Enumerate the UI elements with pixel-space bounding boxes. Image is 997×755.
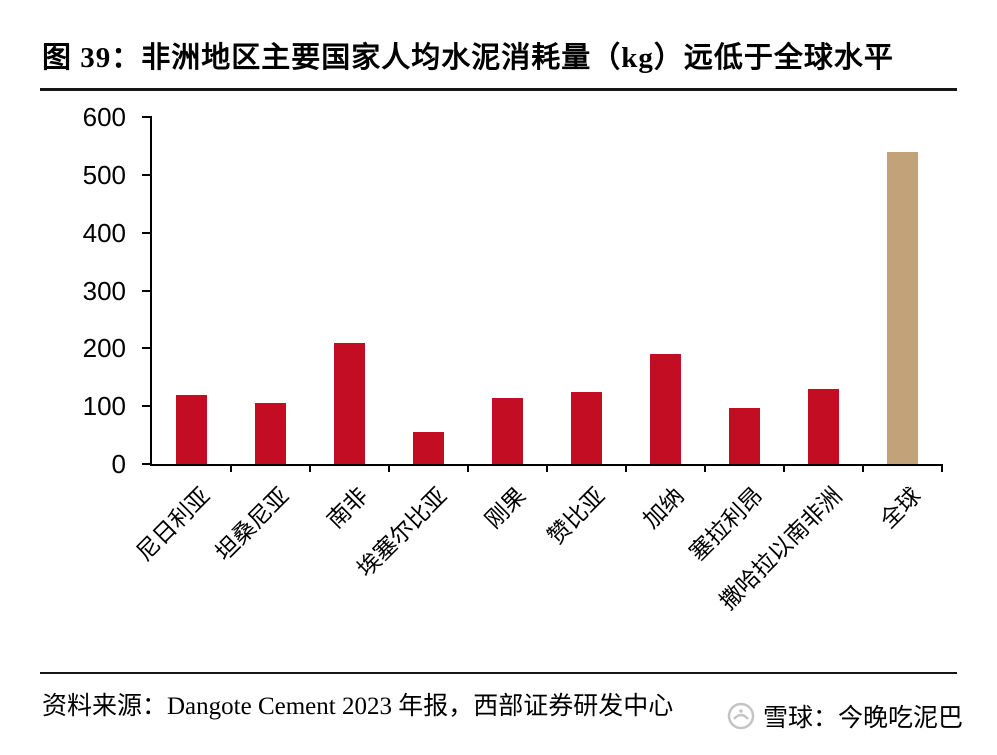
category-slot: 尼日利亚 [131,117,232,566]
x-tick-mark [388,464,390,472]
x-tick-mark [783,464,785,472]
source-divider [40,672,957,674]
y-tick-label: 0 [111,449,126,479]
y-tick-mark [142,116,152,118]
y-tick-label: 600 [82,102,126,132]
x-tick-mark [546,464,548,472]
title-divider [40,88,957,91]
y-tick-mark [142,463,152,465]
x-tick-mark [625,464,627,472]
bar-3 [334,342,365,464]
x-axis-label: 全球 [874,482,926,534]
bar-10 [887,151,918,464]
x-axis-label: 赞比亚 [542,482,610,550]
y-tick-label: 100 [82,391,126,422]
x-tick-mark [230,464,232,472]
category-slot: 塞拉利昂 [684,117,785,566]
watermark: 雪球：今晚吃泥巴 [727,698,963,734]
x-axis-label: 刚果 [479,482,531,534]
x-tick-mark [941,464,943,472]
y-tick-mark [142,173,152,176]
x-axis-label: 尼日利亚 [131,482,215,566]
y-tick-label: 400 [82,217,126,248]
y-tick-mark [142,289,152,292]
x-axis-label: 南非 [321,482,373,534]
y-tick-mark [142,347,152,350]
plot-area: 尼日利亚 坦桑尼亚 南非 埃塞尔比亚 刚果 赞比亚 加纳 塞拉利昂 撒哈拉以南非洲 全球 [131,116,943,614]
category-slot: 加纳 [626,117,706,533]
category-slot: 坦桑尼亚 [210,117,311,566]
bar-8 [729,407,760,464]
x-tick-mark [704,464,706,472]
category-slot: 撒哈拉以南非洲 [715,117,864,614]
figure-title: 图 39：非洲地区主要国家人均水泥消耗量（kg）远低于全球水平 [42,42,894,74]
x-tick-mark [309,464,311,472]
x-tick-mark [862,464,864,472]
category-slot: 南非 [310,117,390,533]
y-tick-label: 300 [82,275,126,306]
x-axis-label: 加纳 [637,482,689,534]
category-slot: 全球 [863,117,943,533]
y-tick-mark [142,405,152,408]
bar-4 [413,432,444,464]
snowball-logo-icon [727,702,755,730]
y-tick-label: 200 [82,333,126,364]
bar-7 [650,354,681,464]
bar-1 [176,394,207,464]
y-tick-mark [142,231,152,234]
bar-9 [808,388,839,464]
y-tick-label: 500 [82,159,126,190]
x-tick-mark [467,464,469,472]
bar-6 [571,391,602,464]
category-slot: 刚果 [468,117,548,533]
category-slot: 埃塞尔比亚 [352,117,469,582]
y-axis: 0 100 200 300 400 500 600 [55,104,140,477]
category-slot: 赞比亚 [543,117,627,549]
source-note: 资料来源：Dangote Cement 2023 年报，西部证券研发中心 [42,693,674,720]
bar-5 [492,397,523,464]
x-axis-label: 坦桑尼亚 [210,482,294,566]
bar-2 [255,403,286,464]
watermark-text: 雪球：今晚吃泥巴 [762,704,963,732]
